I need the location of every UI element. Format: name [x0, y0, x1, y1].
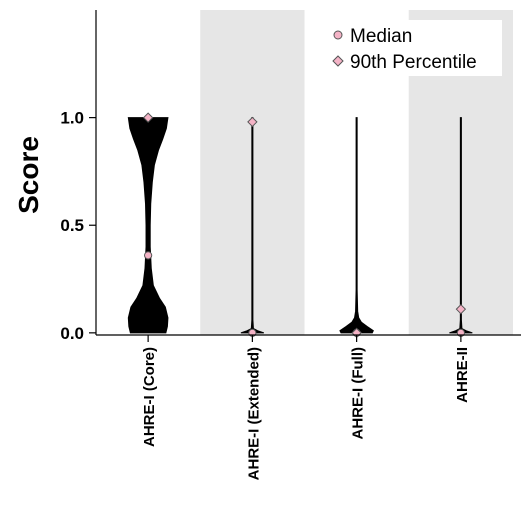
legend-label: 90th Percentile	[350, 52, 477, 73]
median-marker-0	[145, 252, 152, 259]
legend-label: Median	[350, 26, 412, 47]
x-tick-label: AHRE-I (Core)	[141, 347, 158, 447]
violin-2	[340, 118, 373, 333]
x-tick-label: AHRE-I (Extended)	[245, 347, 262, 480]
x-tick-label: AHRE-II	[454, 347, 471, 403]
legend: Median 90th Percentile	[310, 20, 502, 76]
y-tick-label: 0.5	[60, 216, 84, 235]
violin-0	[128, 118, 168, 333]
legend-median-marker	[334, 31, 342, 39]
y-tick-label: 1.0	[60, 109, 84, 128]
y-tick-label: 0.0	[60, 324, 84, 343]
y-axis-title: Score	[13, 136, 44, 214]
x-tick-label: AHRE-I (Full)	[350, 347, 367, 439]
